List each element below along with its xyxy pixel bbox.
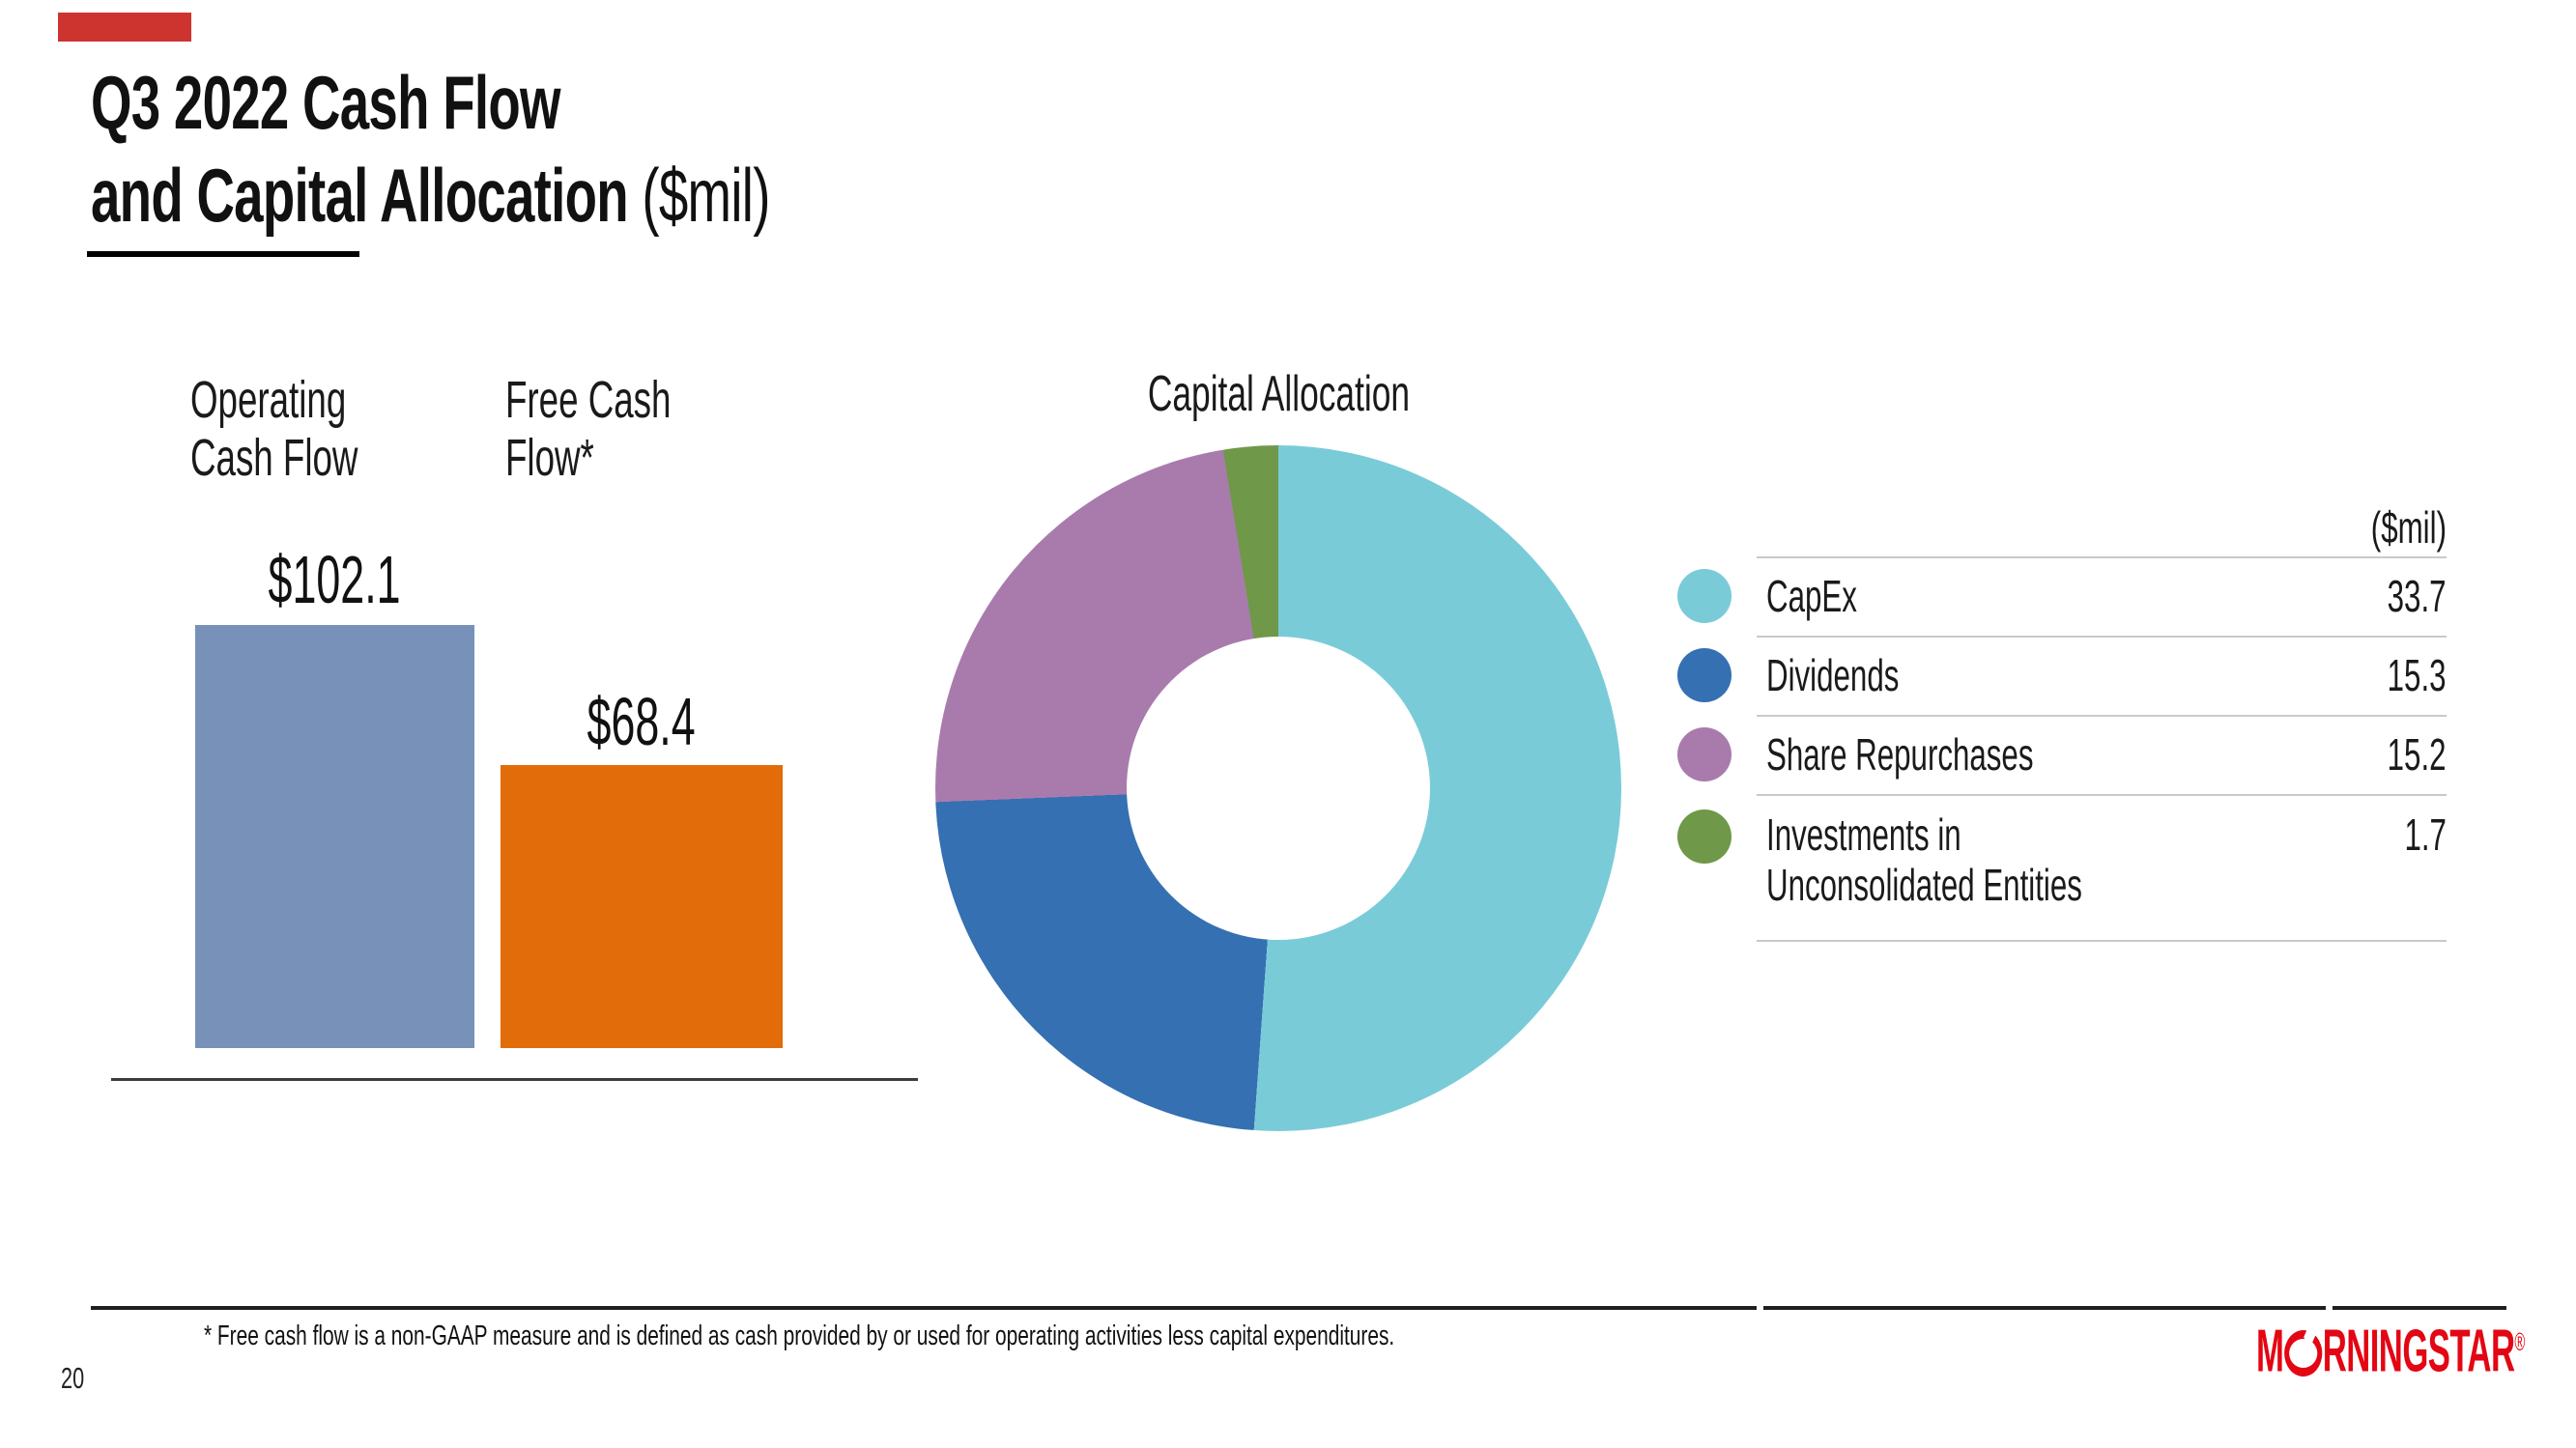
page-title: Q3 2022 Cash Flow and Capital Allocation… (91, 56, 1061, 241)
legend-swatch-dividends (1677, 648, 1732, 702)
legend-swatch-share-repurchases (1677, 727, 1732, 781)
footnote: * Free cash flow is a non-GAAP measure a… (204, 1320, 1395, 1351)
legend-label-dividends: Dividends (1766, 650, 1900, 700)
accent-bar (58, 13, 191, 42)
bar-category-operating-cash-flow: Operating Cash Flow (190, 371, 358, 487)
bar-chart-baseline (111, 1078, 918, 1081)
footer-rule-segment (91, 1306, 1757, 1310)
legend-rule (1757, 940, 2447, 942)
morningstar-logo: M RNINGSTAR® (2256, 1312, 2576, 1382)
legend-rule (1757, 556, 2447, 558)
bar-value-free-cash-flow: $68.4 (587, 684, 697, 759)
legend-value-share-repurchases: 15.2 (2388, 729, 2447, 780)
bar-free-cash-flow (501, 765, 783, 1048)
legend-unit-label: ($mil) (2370, 502, 2447, 553)
bar-operating-cash-flow (195, 625, 474, 1048)
legend-value-investments: 1.7 (2404, 809, 2447, 860)
legend-value-dividends: 15.3 (2388, 650, 2447, 700)
logo-text-m: M (2256, 1318, 2284, 1385)
page-number: 20 (61, 1361, 85, 1395)
legend-rule (1757, 715, 2447, 717)
legend-label-investments: Investments in Unconsolidated Entities (1766, 809, 2082, 910)
bar-category-free-cash-flow: Free Cash Flow* (505, 371, 672, 487)
legend-label-capex: CapEx (1766, 571, 1857, 621)
footer-rule-segment (1763, 1306, 2326, 1310)
legend-swatch-capex (1677, 569, 1732, 623)
logo-sunrise-o-icon (2283, 1329, 2323, 1377)
donut-hole (1127, 637, 1430, 940)
legend-swatch-investments (1677, 809, 1732, 864)
page-title-line2-bold: and Capital Allocation (91, 153, 629, 238)
legend-rule (1757, 636, 2447, 638)
legend-label-share-repurchases: Share Repurchases (1766, 729, 2034, 780)
page-title-line1: Q3 2022 Cash Flow (91, 60, 560, 145)
title-underline (87, 251, 359, 257)
legend-value-capex: 33.7 (2388, 571, 2447, 621)
legend-rule (1757, 794, 2447, 796)
logo-text-rningstar: RNINGSTAR (2322, 1318, 2515, 1385)
donut-chart-title: Capital Allocation (1147, 366, 1410, 422)
bar-value-operating-cash-flow: $102.1 (268, 542, 402, 617)
page-title-line2: and Capital Allocation ($mil) (91, 149, 1061, 241)
logo-registered-mark: ® (2514, 1327, 2526, 1356)
footer-rule-segment (2333, 1306, 2506, 1310)
page-title-unit: ($mil) (627, 153, 770, 238)
